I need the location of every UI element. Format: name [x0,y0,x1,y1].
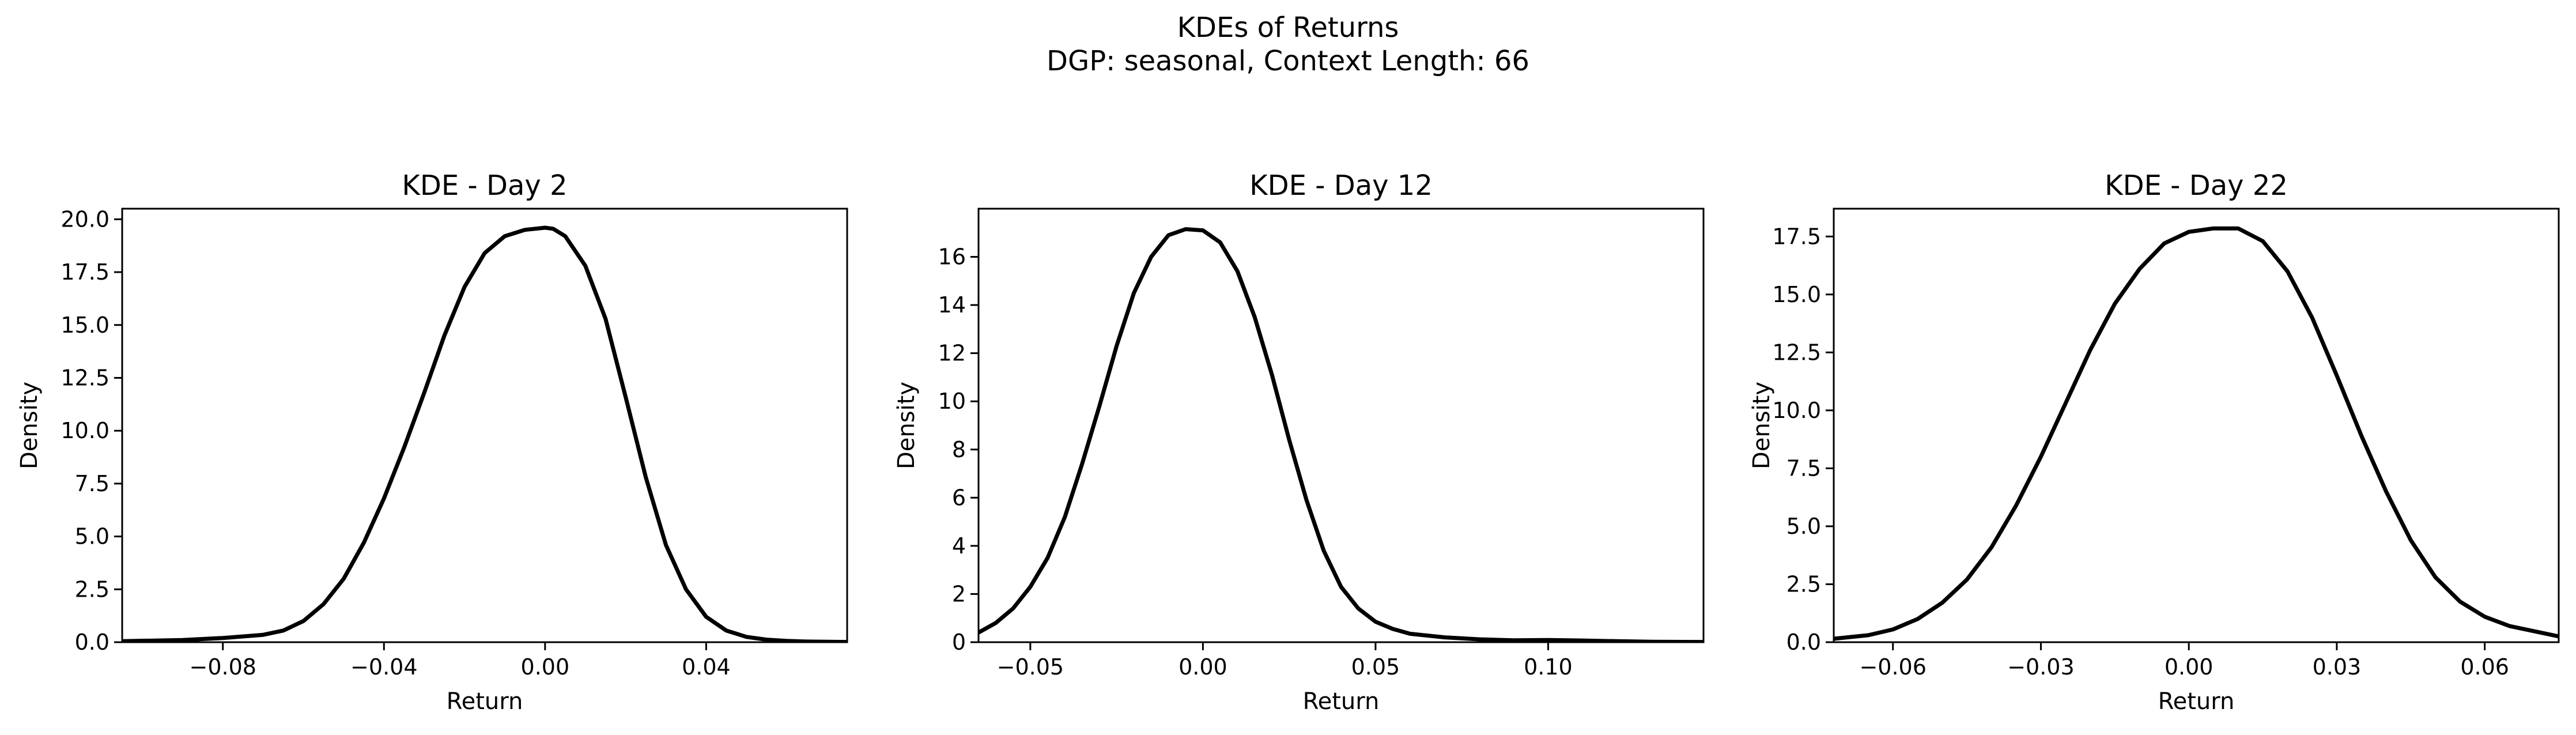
x-axis-label: Return [2158,688,2235,715]
subplots: −0.08 −0.04 0.00 0.040.02.55.07.510.012.515… [16,169,2560,715]
x-tick-label: 0.04 [682,654,731,680]
subplot-title: KDE - Day 12 [1249,169,1433,202]
y-tick-label: 5.0 [75,524,109,549]
y-tick-label: 12.5 [61,365,109,390]
y-tick-label: 7.5 [1786,455,1821,481]
y-tick-label: 15.0 [61,312,109,338]
y-tick-label: 10 [938,389,966,414]
x-tick-label: −0.08 [189,654,256,680]
y-tick-label: 17.5 [61,259,109,285]
x-tick-label: 0.03 [2313,654,2362,680]
subplot-title: KDE - Day 22 [2105,169,2288,202]
x-tick-label: 0.00 [521,654,570,680]
figure-suptitle-line2: DGP: seasonal, Context Length: 66 [1047,45,1529,77]
y-tick-label: 12 [938,341,966,366]
x-tick-label: −0.06 [1859,654,1926,680]
y-axis-label: Density [16,382,43,469]
figure-suptitle-line1: KDEs of Returns [1177,12,1399,44]
y-axis-label: Density [893,382,920,469]
subplot-3: −0.06 −0.03 0.00 0.03 0.06 0.0 2.5 5.0 7.5 10.0 12… [1748,169,2560,715]
x-tick-label: −0.03 [2007,654,2074,680]
y-tick-label: 2.5 [1786,571,1821,597]
x-tick-label: 0.00 [1179,654,1227,680]
y-tick-label: 0.0 [75,630,109,655]
x-tick-label: 0.05 [1351,654,1400,680]
x-axis-label: Return [1303,688,1380,715]
axes-frame [977,208,1705,643]
y-tick-label: 15.0 [1772,282,1821,307]
y-tick-label: 5.0 [1786,514,1821,539]
x-tick-label: 0.00 [2165,654,2214,680]
kde-curve-series-1 [1834,226,2559,641]
x-tick-label: 0.06 [2460,654,2509,680]
x-tick-label: −0.04 [350,654,417,680]
y-tick-label: 2 [952,581,966,606]
y-axis-label: Density [1748,382,1775,469]
subplot-2: −0.05 0.00 0.05 0.10 0 2 4 6 8 10 12 14 16 KDE - Day … [893,169,1705,715]
y-tick-label: 7.5 [75,471,109,496]
kde-curve-series-1 [979,227,1704,642]
axes-frame [1833,208,2560,643]
y-tick-label: 20.0 [61,206,109,232]
y-tick-label: 0.0 [1786,630,1821,655]
y-tick-label: 14 [938,292,966,318]
subplot-title: KDE - Day 2 [402,169,567,202]
x-axis-label: Return [447,688,523,715]
y-tick-label: 0 [952,630,966,655]
y-tick-label: 10.0 [61,418,109,443]
y-tick-label: 17.5 [1772,224,1821,249]
y-tick-label: 12.5 [1772,340,1821,365]
y-tick-label: 10.0 [1772,398,1821,423]
y-tick-label: 16 [938,244,966,270]
y-tick-label: 8 [952,437,966,462]
y-tick-label: 4 [952,533,966,559]
y-tick-label: 6 [952,485,966,510]
x-tick-label: 0.10 [1524,654,1573,680]
axes-frame [121,208,848,643]
x-tick-label: −0.05 [997,654,1064,680]
subplot-1: −0.08 −0.04 0.00 0.04 0.0 2.5 5.0 7.5 10.0 12.5 15… [16,169,848,715]
kde-curve-series-1 [122,225,847,642]
y-tick-label: 2.5 [75,576,109,602]
